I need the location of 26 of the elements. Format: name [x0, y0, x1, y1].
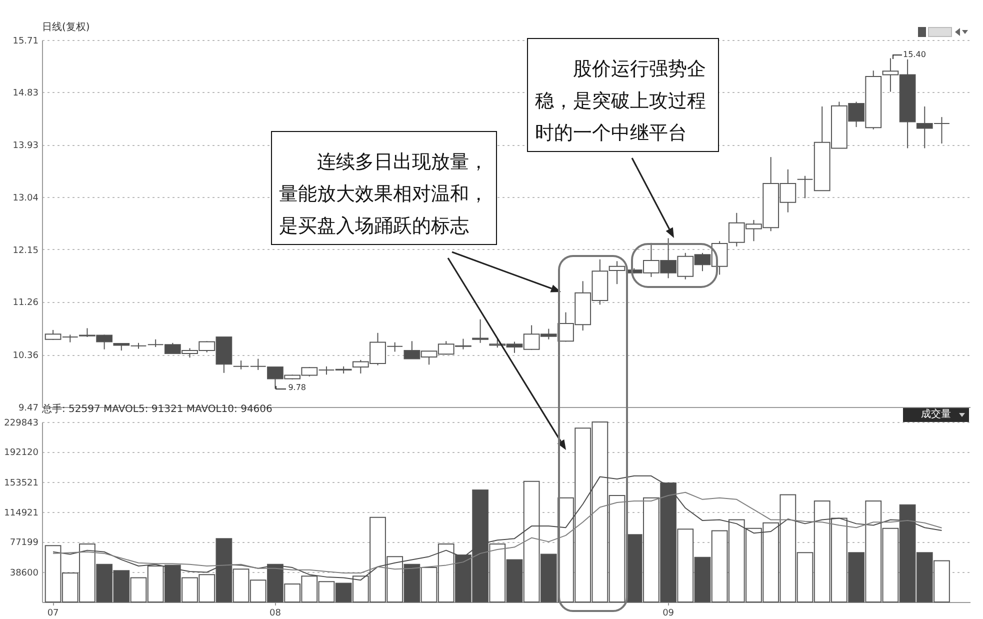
y-tick-label: 13.04 — [12, 194, 39, 204]
dropdown: 成交量 — [903, 408, 969, 422]
y-tick-label: 9.47 — [18, 404, 38, 414]
annotation: 9.78 — [288, 382, 306, 392]
y-tick-label: 13.93 — [12, 141, 38, 152]
y-tick-label: 77199 — [10, 538, 39, 548]
y-tick-label: 38600 — [10, 568, 39, 578]
chart-title: 日线(复权) — [42, 21, 90, 33]
candlestick — [472, 318, 488, 344]
y-tick-label: 10.36 — [12, 351, 39, 362]
x-tick-label: 08 — [269, 608, 282, 618]
x-tick-label: 07 — [47, 608, 59, 618]
y-tick-label: 192120 — [4, 448, 39, 458]
annotation: 连续多日出现放量，量能放大效果相对温和，是买盘入场踊跃的标志 — [271, 131, 497, 245]
chart-title: 总手: 52597 MAVOL5: 91321 MAVOL10: 94606 — [41, 403, 272, 415]
y-tick-label: 153521 — [4, 478, 38, 488]
candlestick — [232, 360, 250, 370]
x-tick-label: 09 — [662, 608, 674, 618]
annotation: 股价运行强势企稳，是突破上攻过程时的一个中继平台 — [527, 38, 719, 152]
y-tick-label: 11.26 — [12, 298, 39, 308]
y-tick-label: 114921 — [4, 508, 38, 518]
annotation: 15.40 — [903, 50, 926, 60]
y-tick-label: 229843 — [4, 418, 38, 428]
y-tick-label: 15.71 — [12, 36, 38, 46]
y-tick-label: 12.15 — [12, 246, 38, 256]
y-tick-label: 14.83 — [12, 88, 38, 98]
